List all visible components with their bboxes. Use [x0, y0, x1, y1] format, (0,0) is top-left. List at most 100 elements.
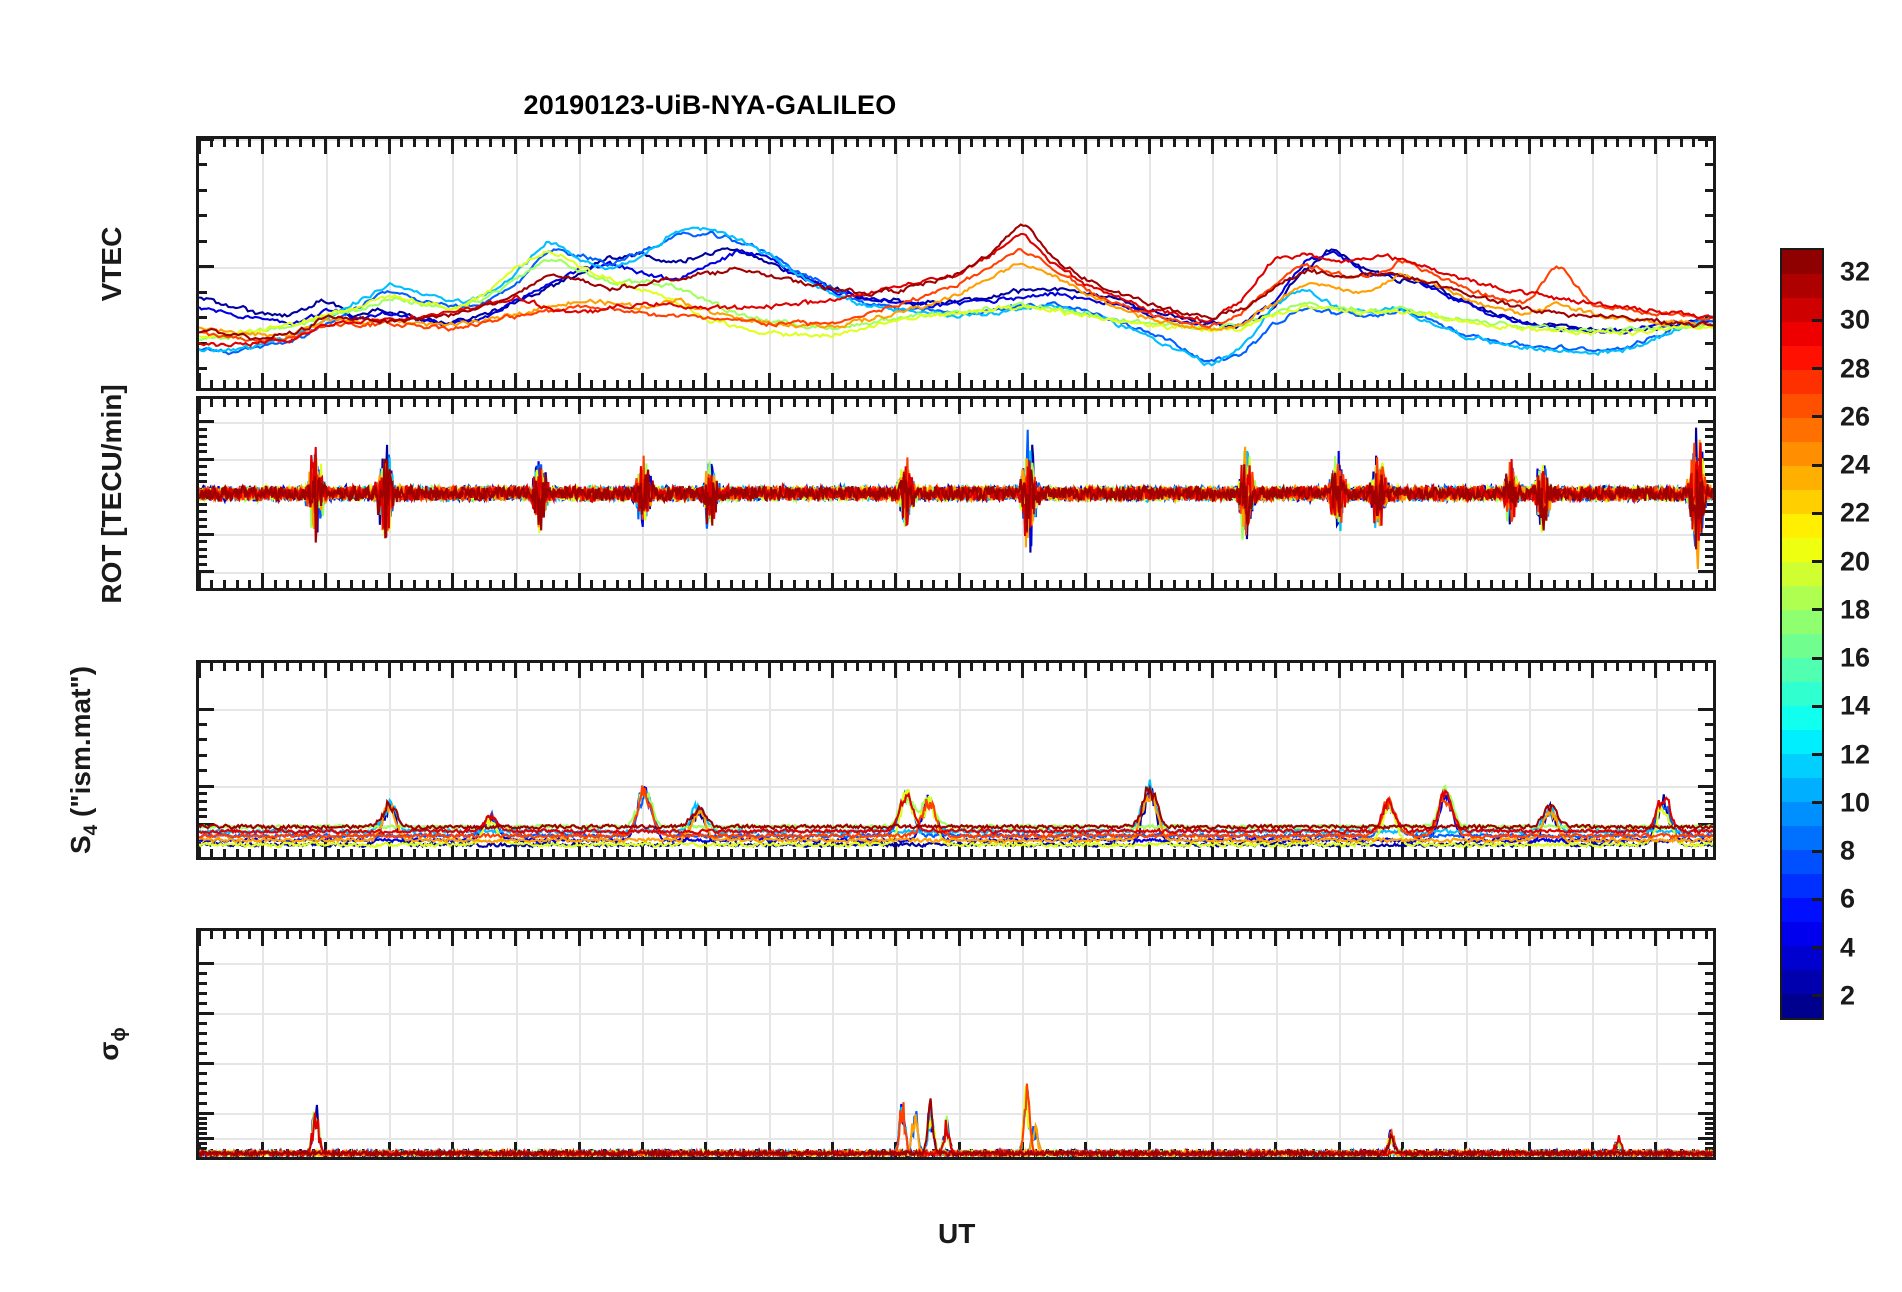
xtickmark-minor	[1514, 580, 1518, 588]
xtickmark-minor	[235, 849, 239, 857]
xtickmark-minor	[1476, 380, 1480, 388]
xtickmark-minor	[1451, 139, 1455, 147]
xtickmark-minor	[1641, 399, 1645, 407]
xtickmark-minor	[805, 663, 809, 671]
xtickmark-minor	[1451, 399, 1455, 407]
xtickmark-minor	[602, 380, 606, 388]
figure-title: 20190123-UiB-NYA-GALILEO	[523, 90, 897, 120]
xtickmark-minor	[1312, 580, 1316, 588]
xtickmark	[830, 842, 834, 857]
xtickmark-minor	[425, 139, 429, 147]
ytickmark-minor	[199, 807, 207, 811]
xtickmark-minor	[374, 139, 378, 147]
ytickmark-minor	[1705, 815, 1713, 819]
xtickmark-minor	[628, 380, 632, 388]
xtickmark	[1654, 373, 1658, 388]
gridline-v	[832, 663, 835, 857]
xtickmark-minor	[653, 931, 657, 939]
gridline-v	[705, 663, 708, 857]
xtickmark-minor	[222, 931, 226, 939]
xtickmark	[324, 842, 328, 857]
xlabel: UT	[938, 1218, 976, 1249]
xtickmark	[1337, 842, 1341, 857]
xtickmark-minor	[526, 663, 530, 671]
xtickmark-minor	[590, 580, 594, 588]
xtickmark	[260, 139, 264, 154]
xtickmark-minor	[311, 380, 315, 388]
xtickmark-minor	[1248, 139, 1252, 147]
ytickmark	[1698, 707, 1713, 711]
xtickmark	[1020, 1142, 1024, 1157]
xtickmark-minor	[1008, 139, 1012, 147]
xtickmark	[767, 931, 771, 946]
xtickmark	[577, 663, 581, 678]
colorbar-tickmark	[1812, 511, 1824, 515]
ytickmark-minor	[1705, 562, 1713, 566]
xtickmark-minor	[932, 380, 936, 388]
xtickmark	[324, 573, 328, 588]
xtickmark-minor	[1552, 380, 1556, 388]
xtickmark	[387, 139, 391, 154]
ytickmark-minor	[199, 472, 207, 476]
gridline-v	[1655, 663, 1658, 857]
colorbar-tickmark	[1812, 801, 1824, 805]
xtickmark-minor	[210, 139, 214, 147]
xtickmark-minor	[742, 663, 746, 671]
xtickmark-minor	[248, 849, 252, 857]
xtickmark-minor	[1565, 139, 1569, 147]
xtickmark	[1590, 1142, 1594, 1157]
xtickmark-minor	[1350, 663, 1354, 671]
ytickmark-minor	[199, 502, 207, 506]
xtickmark	[830, 373, 834, 388]
xtickmark-minor	[1641, 849, 1645, 857]
xtickmark-minor	[1134, 931, 1138, 939]
gridline-v	[325, 931, 328, 1157]
xtickmark	[1274, 573, 1278, 588]
ytickmark-minor	[1705, 981, 1713, 985]
xtickmark-minor	[1286, 580, 1290, 588]
xtickmark-minor	[1312, 849, 1316, 857]
xtickmark-minor	[1324, 931, 1328, 939]
xtickmark-minor	[1628, 399, 1632, 407]
colorbar-tickmark	[1812, 849, 1824, 853]
xtickmark-minor	[982, 663, 986, 671]
gridline-v	[1339, 139, 1341, 388]
gridline-v	[1655, 931, 1658, 1157]
ytickmark-minor	[1705, 807, 1713, 811]
xtickmark-minor	[1413, 849, 1417, 857]
xtickmark-minor	[982, 139, 986, 147]
xtickmark-minor	[476, 849, 480, 857]
xtickmark-minor	[526, 399, 530, 407]
xtickmark-minor	[400, 931, 404, 939]
gridline-v	[325, 663, 328, 857]
xtickmark	[1590, 573, 1594, 588]
ytickmark-minor	[199, 815, 207, 819]
xtickmark-minor	[932, 399, 936, 407]
xtickmark	[957, 663, 961, 678]
xtickmark-minor	[1489, 931, 1493, 939]
xtickmark-minor	[780, 580, 784, 588]
xtickmark-minor	[564, 380, 568, 388]
ytickmark-minor	[1705, 1116, 1713, 1120]
ytickmark-minor	[199, 510, 207, 513]
xtickmark-minor	[1603, 580, 1607, 588]
xtickmark	[1274, 399, 1278, 414]
gridline-v	[579, 931, 581, 1157]
gridline-v	[959, 139, 961, 388]
xtickmark-minor	[222, 849, 226, 857]
ytickmark-minor	[199, 1156, 207, 1157]
xtickmark-minor	[1362, 580, 1366, 588]
xtickmark-minor	[539, 580, 543, 588]
ytickmark-minor	[199, 738, 207, 742]
xtickmark-minor	[754, 399, 758, 407]
xtickmark-minor	[476, 663, 480, 671]
xtickmark-minor	[1578, 580, 1582, 588]
ytickmark-minor	[199, 1116, 207, 1120]
xtickmark-minor	[526, 849, 530, 857]
xtickmark-minor	[754, 139, 758, 147]
xtickmark-minor	[488, 663, 492, 671]
xtickmark-minor	[1008, 399, 1012, 407]
xtickmark-minor	[1172, 931, 1176, 939]
gridline-h	[199, 139, 1713, 141]
